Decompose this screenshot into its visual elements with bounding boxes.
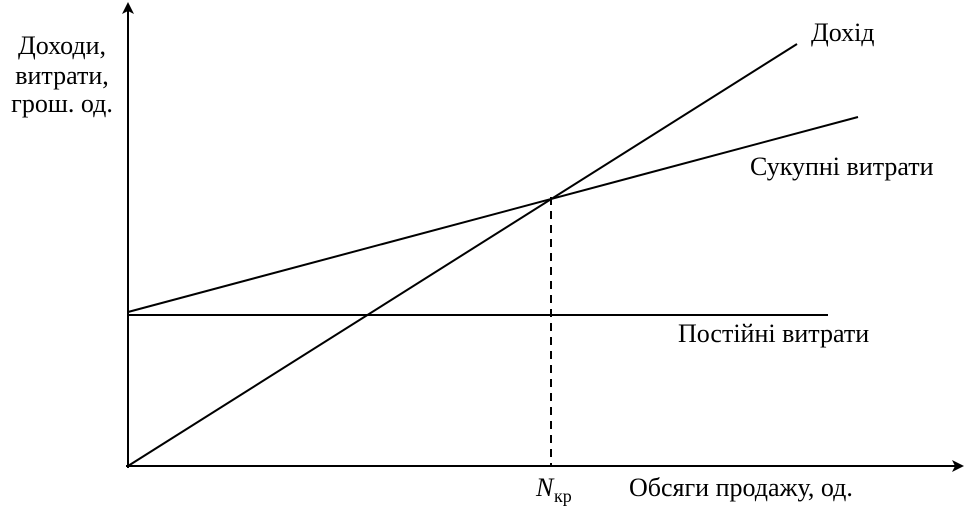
y-axis-label: грош. од. [11,89,113,118]
x-axis-label: Обсяги продажу, од. [629,473,853,502]
line-label: Сукупні витрати [750,152,934,181]
total-cost-line [127,116,859,313]
line-label: Постійні витрати [678,319,869,348]
break-even-subscript: кр [554,486,572,506]
revenue-line [127,43,798,467]
break-even-label: N [535,473,555,502]
line-label: Дохід [811,18,875,47]
y-axis-label: витрати, [15,61,109,90]
y-axis-label: Доходи, [18,31,106,60]
